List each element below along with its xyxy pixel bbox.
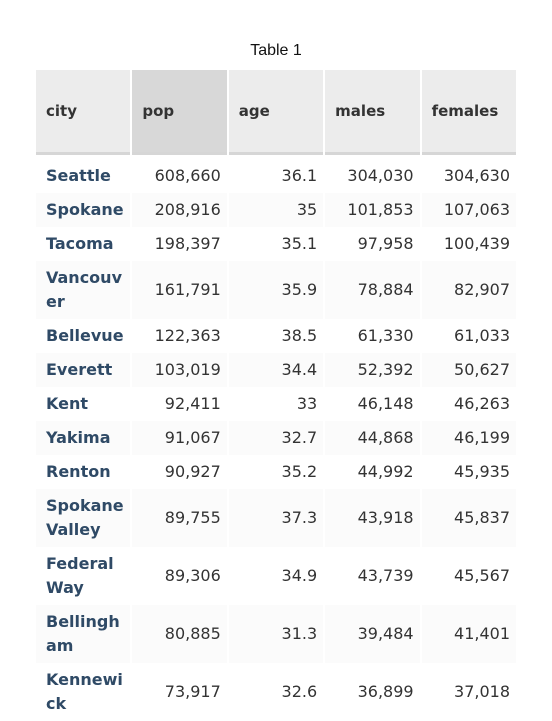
cell-pop: 91,067	[132, 421, 227, 455]
column-header-males[interactable]: males	[325, 70, 420, 155]
table-row: Renton 90,927 35.2 44,992 45,935	[36, 455, 516, 489]
column-header-females[interactable]: females	[421, 70, 516, 155]
table-row: Bellingham 80,885 31.3 39,484 41,401	[36, 605, 516, 663]
cell-pop: 208,916	[132, 193, 227, 227]
cell-city: Seattle	[46, 166, 111, 185]
cell-males: 43,739	[357, 566, 414, 585]
cell-males: 101,853	[325, 193, 420, 227]
cell-pop: 89,306	[164, 566, 221, 585]
header-row: city pop age males females	[36, 70, 516, 155]
cell-males: 78,884	[325, 261, 420, 319]
cell-females: 50,627	[421, 353, 516, 387]
cell-females: 61,033	[454, 326, 510, 345]
cell-females: 46,199	[421, 421, 516, 455]
table-row: Vancouver 161,791 35.9 78,884 82,907	[36, 261, 516, 319]
cell-city: Vancouver	[36, 261, 131, 319]
cell-city: Spokane Valley	[36, 489, 131, 547]
cell-city: Yakima	[36, 421, 131, 455]
cell-males: 36,899	[357, 682, 414, 701]
cell-males: 44,868	[325, 421, 420, 455]
cell-females: 45,567	[454, 566, 510, 585]
cell-males: 44,992	[357, 462, 414, 481]
cell-females: 304,630	[443, 166, 510, 185]
cell-age: 38.5	[281, 326, 318, 345]
cell-age: 32.7	[228, 421, 324, 455]
table-row: Spokane Valley 89,755 37.3 43,918 45,837	[36, 489, 516, 547]
cell-city: Federal Way	[46, 554, 114, 597]
cell-males: 46,148	[357, 394, 414, 413]
cell-males: 52,392	[325, 353, 420, 387]
cell-city: Bellingham	[36, 605, 131, 663]
data-table: city pop age males females Seattle 608,6…	[34, 70, 518, 721]
table-row: Kennewick 73,917 32.6 36,899 37,018	[36, 663, 516, 721]
table-row: Federal Way 89,306 34.9 43,739 45,567	[36, 547, 516, 605]
column-header-pop[interactable]: pop	[132, 70, 227, 155]
table-row: Everett 103,019 34.4 52,392 50,627	[36, 353, 516, 387]
cell-females: 107,063	[421, 193, 516, 227]
cell-males: 43,918	[325, 489, 420, 547]
cell-males: 304,030	[347, 166, 414, 185]
cell-females: 46,263	[454, 394, 510, 413]
cell-pop: 89,755	[132, 489, 227, 547]
table-row: Kent 92,411 33 46,148 46,263	[36, 387, 516, 421]
cell-pop: 608,660	[154, 166, 221, 185]
table-row: Tacoma 198,397 35.1 97,958 100,439	[36, 227, 516, 261]
cell-age: 36.1	[281, 166, 318, 185]
cell-females: 100,439	[443, 234, 510, 253]
cell-females: 41,401	[421, 605, 516, 663]
cell-pop: 92,411	[164, 394, 221, 413]
table-row: Seattle 608,660 36.1 304,030 304,630	[36, 155, 516, 193]
cell-age: 32.6	[281, 682, 318, 701]
cell-females: 45,935	[454, 462, 510, 481]
cell-males: 61,330	[357, 326, 414, 345]
column-header-city[interactable]: city	[36, 70, 131, 155]
cell-males: 39,484	[325, 605, 420, 663]
cell-pop: 198,397	[154, 234, 221, 253]
cell-city: Bellevue	[46, 326, 124, 345]
cell-age: 33	[296, 394, 318, 413]
cell-city: Spokane	[36, 193, 131, 227]
table-row: Spokane 208,916 35 101,853 107,063	[36, 193, 516, 227]
cell-pop: 122,363	[154, 326, 221, 345]
cell-age: 31.3	[228, 605, 324, 663]
table-row: Bellevue 122,363 38.5 61,330 61,033	[36, 319, 516, 353]
cell-city: Everett	[36, 353, 131, 387]
table-caption: Table 1	[250, 42, 302, 59]
cell-pop: 80,885	[132, 605, 227, 663]
cell-age: 34.9	[281, 566, 318, 585]
cell-pop: 103,019	[132, 353, 227, 387]
cell-pop: 90,927	[164, 462, 221, 481]
cell-age: 34.4	[228, 353, 324, 387]
column-header-age[interactable]: age	[228, 70, 324, 155]
cell-city: Tacoma	[46, 234, 114, 253]
cell-age: 37.3	[228, 489, 324, 547]
cell-age: 35	[228, 193, 324, 227]
cell-females: 37,018	[454, 682, 510, 701]
table-row: Yakima 91,067 32.7 44,868 46,199	[36, 421, 516, 455]
cell-age: 35.2	[281, 462, 318, 481]
cell-age: 35.1	[281, 234, 318, 253]
cell-females: 45,837	[421, 489, 516, 547]
cell-city: Kennewick	[46, 670, 123, 713]
cell-males: 97,958	[357, 234, 414, 253]
cell-pop: 161,791	[132, 261, 227, 319]
cell-pop: 73,917	[164, 682, 221, 701]
cell-females: 82,907	[421, 261, 516, 319]
cell-city: Renton	[46, 462, 111, 481]
cell-age: 35.9	[228, 261, 324, 319]
cell-city: Kent	[46, 394, 89, 413]
